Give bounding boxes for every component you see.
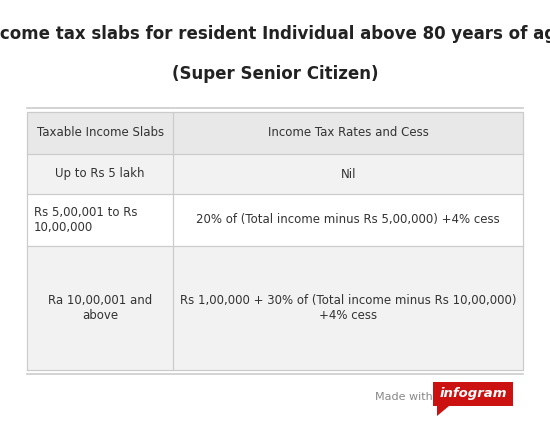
Bar — [27, 154, 523, 194]
Bar — [27, 246, 523, 370]
Text: 20% of (Total income minus Rs 5,00,000) +4% cess: 20% of (Total income minus Rs 5,00,000) … — [196, 213, 500, 226]
Text: Income tax slabs for resident Individual above 80 years of age: Income tax slabs for resident Individual… — [0, 25, 550, 43]
Text: Nil: Nil — [340, 168, 356, 180]
Text: (Super Senior Citizen): (Super Senior Citizen) — [172, 65, 378, 83]
Bar — [433, 382, 513, 406]
Text: infogram: infogram — [439, 388, 507, 400]
Bar — [27, 112, 523, 154]
Text: Made with: Made with — [375, 392, 433, 402]
Text: Up to Rs 5 lakh: Up to Rs 5 lakh — [56, 168, 145, 180]
Polygon shape — [437, 406, 449, 416]
Text: Rs 1,00,000 + 30% of (Total income minus Rs 10,00,000)
+4% cess: Rs 1,00,000 + 30% of (Total income minus… — [180, 294, 516, 322]
Bar — [27, 194, 523, 246]
Text: Rs 5,00,001 to Rs
10,00,000: Rs 5,00,001 to Rs 10,00,000 — [34, 206, 138, 234]
Text: Ra 10,00,001 and
above: Ra 10,00,001 and above — [48, 294, 152, 322]
Text: Income Tax Rates and Cess: Income Tax Rates and Cess — [268, 126, 428, 140]
Text: Taxable Income Slabs: Taxable Income Slabs — [37, 126, 164, 140]
